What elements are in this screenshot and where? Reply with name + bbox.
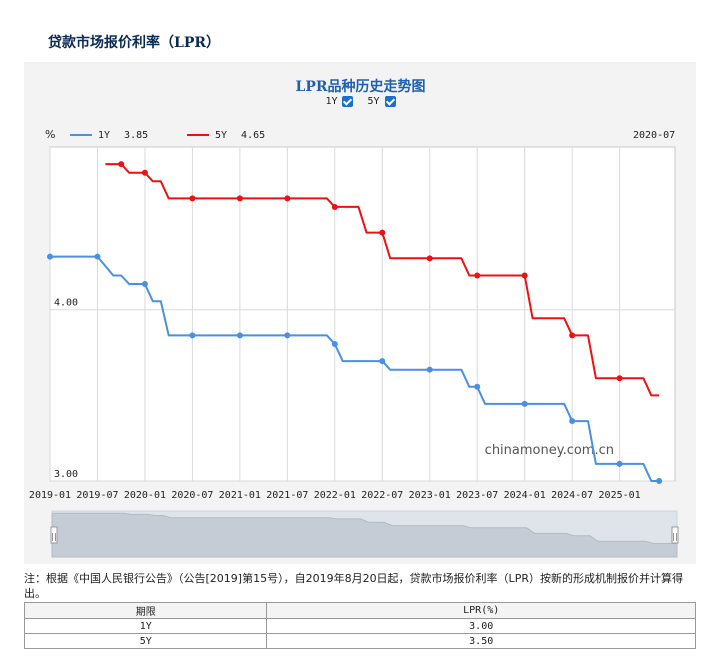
legend-name-5y: 5Y <box>215 130 228 141</box>
table-row: 5Y 3.50 <box>23 633 696 649</box>
y-tick-label: 4.00 <box>54 298 78 309</box>
y-axis-unit: % <box>45 128 56 141</box>
data-point-1y <box>236 332 243 339</box>
toggle-5y-checkbox[interactable] <box>384 96 396 107</box>
table-cell-term: 5Y <box>23 633 268 649</box>
data-point-5y <box>331 203 338 210</box>
data-point-5y <box>118 161 125 168</box>
lpr-chart[interactable]: 2019-01 2019-07 2020-01 2020-07 2021-01 2021-… <box>0 0 721 570</box>
table-header-term: 期限 <box>23 602 268 619</box>
x-tick-label: 2023-07 <box>456 490 498 501</box>
legend-item-1y[interactable]: 1Y 3.85 <box>70 130 148 141</box>
legend-name-1y: 1Y <box>98 130 111 141</box>
x-tick-label: 2024-01 <box>504 490 546 501</box>
x-tick-label: 2020-07 <box>171 490 213 501</box>
data-point-1y <box>94 253 101 260</box>
x-tick-label: 2024-07 <box>551 490 593 501</box>
x-tick-label: 2023-01 <box>409 490 451 501</box>
data-point-5y <box>141 169 148 176</box>
zoom-handle-end-grip: || <box>672 532 677 541</box>
y-tick-label: 3.00 <box>54 469 78 480</box>
data-point-5y <box>379 229 386 236</box>
table-row: 1Y 3.00 <box>23 618 696 634</box>
series-line-5y <box>105 163 660 397</box>
data-point-1y <box>474 383 481 390</box>
x-tick-label: 2020-01 <box>124 490 166 501</box>
data-point-5y <box>616 375 623 382</box>
data-point-5y <box>474 272 481 279</box>
legend-value-1y: 3.85 <box>124 130 149 141</box>
data-point-5y <box>426 255 433 262</box>
data-point-5y <box>284 195 291 202</box>
table-header-row: 期限 LPR(%) <box>23 602 696 619</box>
table-cell-rate: 3.00 <box>266 618 696 634</box>
data-point-1y <box>379 358 386 365</box>
data-point-1y <box>521 400 528 407</box>
legend-value-5y: 4.65 <box>241 130 266 141</box>
data-point-1y <box>426 366 433 373</box>
data-point-5y <box>569 332 576 339</box>
data-point-1y <box>331 340 338 347</box>
data-point-1y <box>569 418 576 425</box>
plot-area <box>49 146 676 482</box>
data-point-1y <box>189 332 196 339</box>
data-point-5y <box>236 195 243 202</box>
footnote: 注：根据《中国人民银行公告》（公告[2019]第15号），自2019年8月20日… <box>24 572 683 600</box>
data-point-1y <box>47 253 53 260</box>
table-cell-rate: 3.50 <box>266 633 696 649</box>
zoom-handle-end[interactable] <box>671 526 679 544</box>
watermark: chinamoney.com.cn <box>485 443 614 458</box>
chart-title: LPR品种历史走势图 <box>295 79 426 95</box>
x-tick-label: 2025-01 <box>599 490 641 501</box>
data-point-1y <box>616 460 623 467</box>
data-point-1y <box>284 332 291 339</box>
legend-swatch-1y <box>70 134 92 136</box>
zoom-handle-start[interactable] <box>50 526 58 544</box>
lpr-table: 期限 LPR(%) 1Y 3.00 5Y 3.50 <box>23 602 696 649</box>
zoom-handle-start-grip: || <box>51 532 56 541</box>
table-cell-term: 1Y <box>23 618 268 634</box>
toggle-1y-checkbox[interactable] <box>342 96 354 107</box>
data-point-5y <box>521 272 528 279</box>
x-tick-label: 2022-07 <box>361 490 403 501</box>
toggle-5y[interactable]: 5Y <box>368 96 396 107</box>
x-tick-label: 2019-07 <box>76 490 118 501</box>
toggle-1y[interactable]: 1Y <box>325 96 354 107</box>
x-tick-label: 2021-01 <box>219 490 261 501</box>
data-point-5y <box>189 195 196 202</box>
data-point-1y <box>656 478 663 484</box>
toggle-5y-label: 5Y <box>367 96 380 107</box>
legend-item-5y[interactable]: 5Y 4.65 <box>187 130 265 141</box>
x-tick-label: 2022-01 <box>314 490 356 501</box>
x-tick-label: 2021-07 <box>266 490 308 501</box>
x-tick-label: 2019-01 <box>29 490 71 501</box>
legend-swatch-5y <box>187 134 209 136</box>
series-toggles: 1Y 5Y <box>0 96 721 107</box>
data-point-1y <box>141 281 148 288</box>
legend-date: 2020-07 <box>633 130 676 141</box>
table-header-rate: LPR(%) <box>266 602 696 619</box>
toggle-1y-label: 1Y <box>325 96 338 107</box>
zoom-slider-preview <box>51 512 678 558</box>
page-title: 贷款市场报价利率（LPR） <box>48 35 221 51</box>
